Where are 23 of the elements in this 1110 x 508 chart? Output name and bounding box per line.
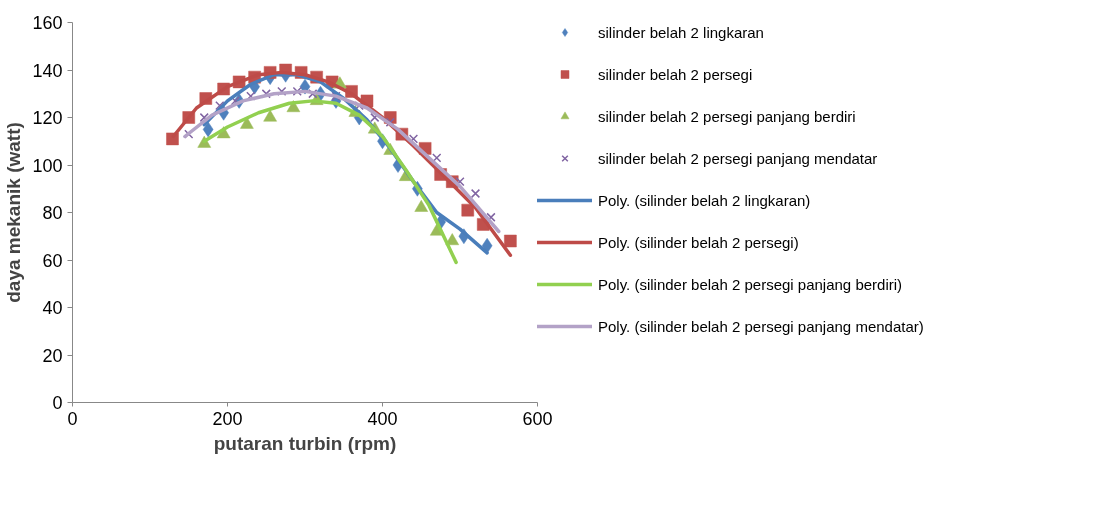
legend-label: silinder belah 2 persegi panjang mendatar <box>598 149 878 167</box>
x-axis-title: putaran turbin (rpm) <box>213 432 397 454</box>
legend-label: Poly. (silinder belah 2 persegi panjang mendatar) <box>598 317 924 335</box>
y-tick-label: 160 <box>32 13 63 33</box>
legend-label: Poly. (silinder belah 2 lingkaran) <box>598 191 811 209</box>
x-tick-label: 600 <box>522 408 553 429</box>
x-tick-label: 0 <box>67 408 78 429</box>
y-tick-label: 0 <box>52 393 63 413</box>
y-tick-label: 100 <box>32 155 63 176</box>
x-tick-label: 400 <box>367 408 398 429</box>
legend-label: Poly. (silinder belah 2 persegi panjang berdiri) <box>598 275 903 293</box>
y-tick-label: 60 <box>42 250 63 271</box>
y-tick-label: 20 <box>42 345 63 366</box>
y-tick-label: 120 <box>32 108 63 128</box>
legend-label: silinder belah 2 persegi panjang berdiri <box>598 107 856 125</box>
y-tick-label: 140 <box>32 60 63 81</box>
legend-label: silinder belah 2 lingkaran <box>598 23 764 41</box>
x-tick-label: 200 <box>212 408 243 429</box>
y-axis-title: daya mekanik (watt) <box>3 122 25 303</box>
y-tick-label: 80 <box>42 203 63 223</box>
legend-label: Poly. (silinder belah 2 persegi) <box>598 233 799 251</box>
y-tick-label: 40 <box>42 298 63 318</box>
legend-label: silinder belah 2 persegi <box>598 65 753 83</box>
